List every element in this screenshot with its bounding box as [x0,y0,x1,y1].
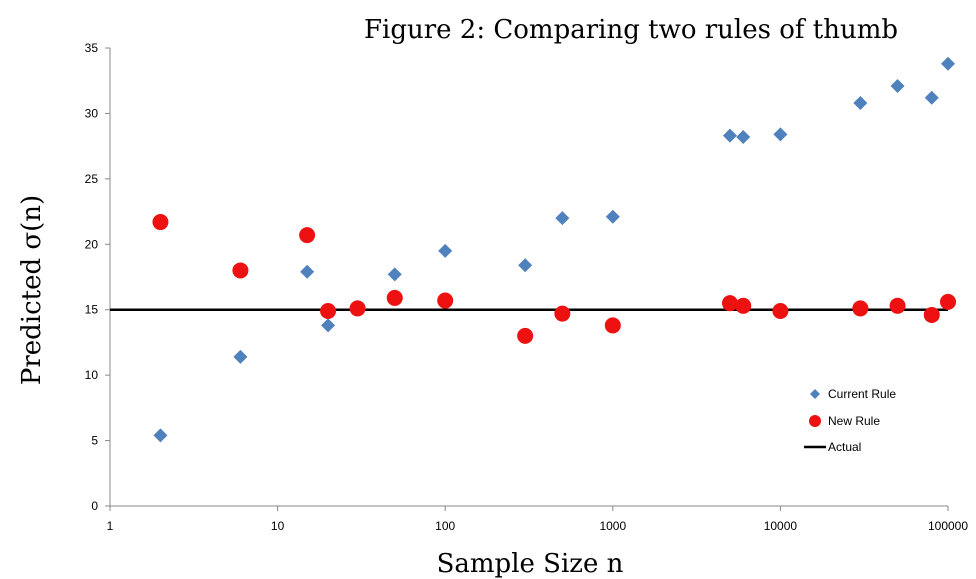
x-tick-label: 10000 [764,519,798,533]
new-rule-point [320,303,337,320]
current-rule-point [438,243,453,258]
y-axis: 0 5 10 15 20 25 30 35 [85,41,111,513]
legend-new-marker [809,415,821,427]
current-rule-point [924,90,939,105]
current-rule-point [518,258,533,273]
legend-new-label: New Rule [828,414,880,428]
current-rule-point [722,128,737,143]
new-rule-point [517,327,534,344]
new-rule-point [554,305,571,322]
current-rule-point [773,127,788,142]
current-rule-point [555,211,570,226]
current-rule-point [300,264,315,279]
new-rule-series [152,214,956,344]
x-tick-label: 1000 [599,519,626,533]
current-rule-series [153,56,955,443]
legend: Current Rule New Rule Actual [804,387,896,454]
new-rule-point [735,297,752,314]
y-tick-label: 10 [85,368,99,382]
y-tick-label: 25 [85,172,99,186]
new-rule-point [604,317,621,334]
legend-current-marker [810,389,820,399]
current-rule-point [153,428,168,443]
new-rule-point [232,262,249,279]
new-rule-point [349,300,366,317]
new-rule-point [923,306,940,323]
new-rule-point [940,293,956,310]
new-rule-point [152,214,169,231]
legend-current-label: Current Rule [828,387,896,401]
x-axis-title: Sample Size n [437,549,624,579]
y-tick-label: 0 [91,499,98,513]
x-axis: 1 10 100 1000 10000 100000 [107,505,968,533]
y-tick-label: 20 [85,237,99,251]
new-rule-point [299,227,316,244]
chart-title: Figure 2: Comparing two rules of thumb [364,15,898,45]
new-rule-point [889,297,906,314]
current-rule-point [321,318,336,333]
x-tick-label: 100 [435,519,455,533]
x-tick-label: 100000 [928,519,968,533]
new-rule-point [772,303,789,320]
new-rule-point [721,295,738,312]
new-rule-point [852,300,869,317]
new-rule-point [386,289,403,306]
current-rule-point [736,129,751,144]
current-rule-point [605,209,620,224]
new-rule-point [437,292,454,309]
y-tick-label: 30 [85,106,99,120]
current-rule-point [233,349,248,364]
x-tick-label: 1 [107,519,114,533]
current-rule-point [890,78,905,93]
legend-actual-label: Actual [828,440,861,454]
y-axis-title: Predicted σ(n) [17,195,47,385]
current-rule-point [853,95,868,110]
current-rule-point [941,56,955,71]
x-tick-label: 10 [271,519,285,533]
y-tick-label: 35 [85,41,99,55]
current-rule-point [387,267,402,282]
y-tick-label: 5 [91,434,98,448]
y-tick-label: 15 [85,303,99,317]
